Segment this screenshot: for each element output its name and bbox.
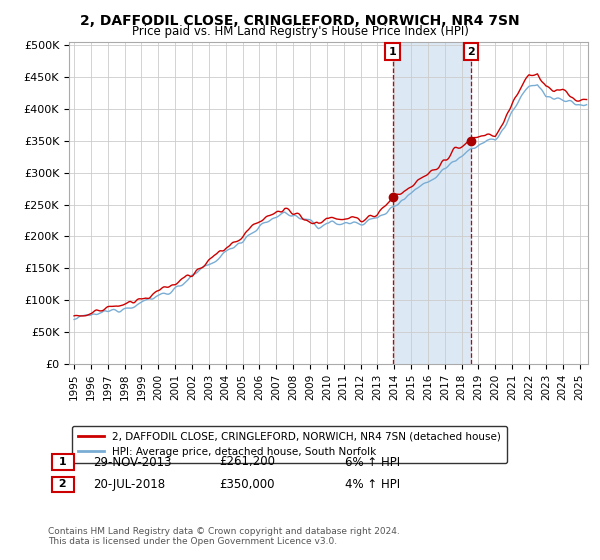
Text: 2, DAFFODIL CLOSE, CRINGLEFORD, NORWICH, NR4 7SN: 2, DAFFODIL CLOSE, CRINGLEFORD, NORWICH,… <box>80 14 520 28</box>
Legend: 2, DAFFODIL CLOSE, CRINGLEFORD, NORWICH, NR4 7SN (detached house), HPI: Average : 2, DAFFODIL CLOSE, CRINGLEFORD, NORWICH,… <box>71 426 508 463</box>
Text: £350,000: £350,000 <box>219 478 275 491</box>
Text: 29-NOV-2013: 29-NOV-2013 <box>93 455 172 469</box>
Text: Contains HM Land Registry data © Crown copyright and database right 2024.
This d: Contains HM Land Registry data © Crown c… <box>48 526 400 546</box>
Text: 2: 2 <box>55 479 71 489</box>
Text: £261,200: £261,200 <box>219 455 275 469</box>
Text: 6% ↑ HPI: 6% ↑ HPI <box>345 455 400 469</box>
Text: 2: 2 <box>467 46 475 57</box>
Text: 1: 1 <box>389 46 397 57</box>
Text: 20-JUL-2018: 20-JUL-2018 <box>93 478 165 491</box>
Text: Price paid vs. HM Land Registry's House Price Index (HPI): Price paid vs. HM Land Registry's House … <box>131 25 469 38</box>
Text: 1: 1 <box>55 457 71 467</box>
Bar <box>393 42 471 364</box>
Text: 4% ↑ HPI: 4% ↑ HPI <box>345 478 400 491</box>
